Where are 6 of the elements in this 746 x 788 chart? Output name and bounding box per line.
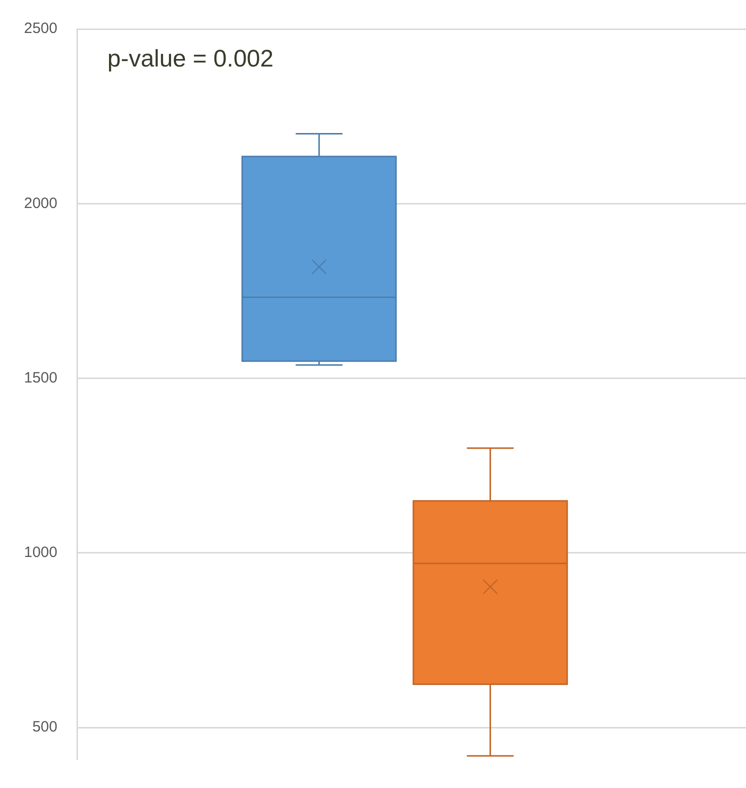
y-tick-label: 2000 [24,194,58,212]
y-tick-label: 1500 [24,369,58,386]
annotation: p-value = 0.002 [107,46,274,73]
y-tick-label: 1000 [24,544,58,562]
y-tick-label: 500 [32,718,58,736]
y-tick-label: 2500 [24,20,58,38]
